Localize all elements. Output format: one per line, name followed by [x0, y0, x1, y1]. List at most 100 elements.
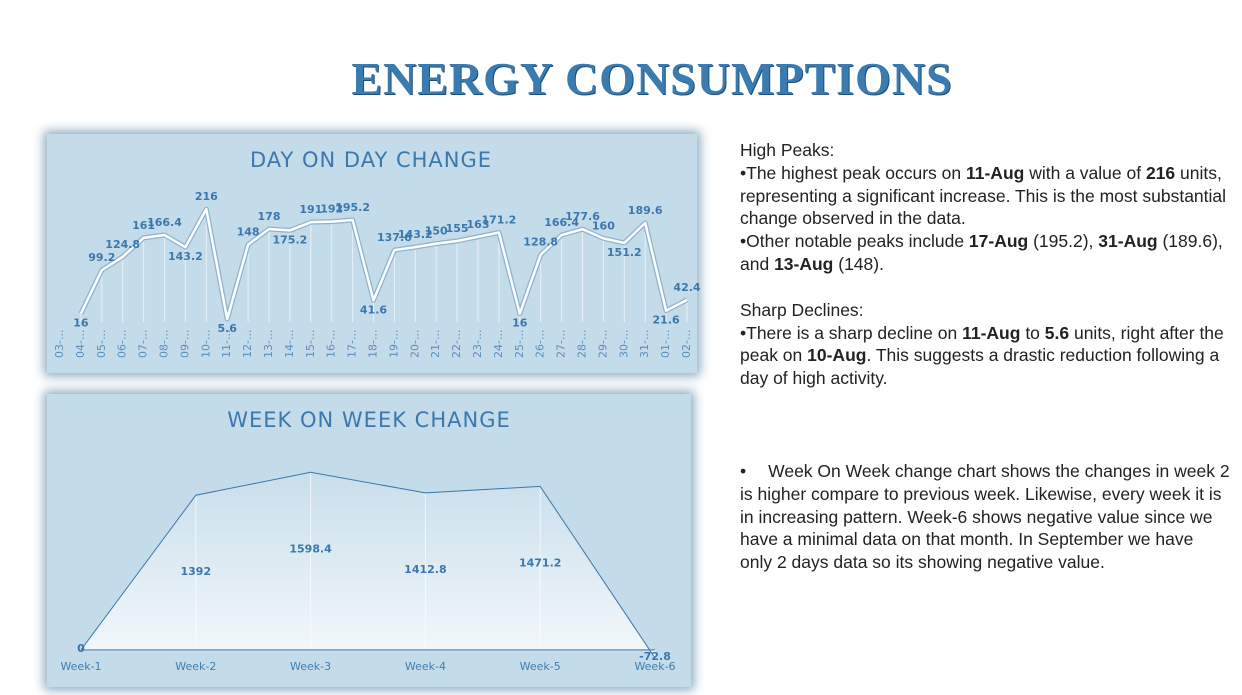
x-tick-label: 14-...	[283, 330, 296, 358]
x-tick-label: 29-...	[596, 330, 609, 358]
data-label: 216	[195, 190, 218, 203]
x-tick-label: 21-...	[429, 330, 442, 358]
data-label: 175.2	[273, 233, 308, 246]
x-tick-label: 24-...	[492, 330, 505, 358]
text-run: units, right after the peak on	[740, 322, 1224, 366]
x-tick-label: 23-...	[471, 330, 484, 358]
x-tick-label: 22-...	[450, 330, 463, 358]
x-tick-label: 10-...	[199, 330, 212, 358]
data-label: 191	[299, 203, 322, 216]
data-label: 143.2	[398, 228, 433, 241]
bullet: •	[740, 460, 747, 481]
text-run: 216	[1145, 162, 1176, 183]
data-label: 189.6	[628, 204, 663, 217]
x-tick-label: Week-6	[634, 660, 675, 673]
x-tick-label: 13-...	[262, 330, 275, 358]
x-tick-label: 05-...	[95, 330, 108, 358]
text-run: . This suggests a drastic reduction foll…	[740, 345, 1220, 389]
x-tick-label: 26-...	[534, 330, 547, 358]
data-label: 1392	[180, 565, 211, 578]
data-label: 177.6	[565, 210, 600, 223]
text-run: (195.2),	[1028, 231, 1099, 252]
text-run: units, representing a significant increa…	[740, 162, 1227, 229]
data-label: 178	[258, 210, 281, 223]
x-tick-label: 09-...	[178, 330, 191, 358]
data-label: 150	[425, 225, 448, 238]
chart-title: DAY ON DAY CHANGE	[250, 148, 492, 172]
x-tick-label: Week-1	[60, 660, 101, 673]
data-label: 166.4	[544, 216, 579, 229]
x-tick-label: 12-...	[241, 330, 254, 358]
data-label: 21.6	[653, 314, 680, 327]
x-tick-label: Week-3	[290, 660, 331, 673]
line	[79, 207, 688, 321]
x-tick-label: 15-...	[304, 330, 317, 358]
data-label: 42.4	[673, 281, 700, 294]
data-label: 99.2	[88, 251, 115, 264]
data-label: 1471.2	[519, 556, 561, 569]
data-label: 161	[132, 219, 155, 232]
x-tick-label: 08-...	[158, 330, 171, 358]
x-tick-label: 19-...	[387, 330, 400, 358]
text-run: with a value of	[1024, 162, 1146, 183]
x-tick-label: 01-...	[659, 330, 672, 358]
text-run: to	[1020, 322, 1045, 343]
x-tick-label: Week-2	[175, 660, 216, 673]
data-label: 192	[320, 203, 343, 216]
data-label: 151.2	[607, 246, 642, 259]
x-tick-label: 06-...	[116, 330, 129, 358]
x-tick-label: 04-...	[74, 330, 87, 358]
section: •There is a sharp decline on 11-Aug to 5…	[740, 322, 1230, 390]
data-label: 16	[73, 317, 89, 330]
x-tick-label: 11-...	[220, 330, 233, 358]
area	[81, 472, 655, 658]
notes: High Peaks: •The highest peak occurs on …	[740, 139, 1230, 574]
text-run: 10-Aug	[807, 345, 867, 366]
text: Week On Week change chart shows the chan…	[740, 460, 1230, 573]
x-tick-label: 25-...	[513, 330, 526, 358]
text-run: 5.6	[1044, 322, 1070, 343]
x-tick-label: 20-...	[408, 330, 421, 358]
spacer	[740, 276, 1230, 299]
x-tick-label: 28-...	[576, 330, 589, 358]
data-label: 155	[446, 222, 469, 235]
paragraph: • Week On Week change chart shows the cha…	[740, 460, 1230, 574]
data-label: 195.2	[335, 201, 370, 214]
text-run: 11-Aug	[965, 162, 1025, 183]
x-tick-label: 03-...	[53, 330, 66, 358]
data-label: 143.2	[168, 250, 203, 263]
heading: Sharp Declines:	[740, 299, 864, 320]
data-label: 137.6	[377, 231, 412, 244]
section: •The highest peak occurs on 11-Aug with …	[740, 162, 1230, 276]
line	[80, 471, 656, 659]
data-label: -72.8	[639, 650, 671, 663]
data-label: 41.6	[360, 303, 387, 316]
x-tick-label: 07-...	[137, 330, 150, 358]
text-run: (189.6), and	[740, 231, 1223, 274]
x-tick-label: 18-...	[367, 330, 380, 358]
data-label: 128.8	[523, 236, 558, 249]
data-label: 166.4	[147, 216, 182, 229]
x-tick-label: Week-4	[405, 660, 446, 673]
text-run: 31-Aug	[1098, 231, 1158, 252]
text-run: 17-Aug	[968, 231, 1029, 252]
data-label: 1598.4	[289, 542, 332, 555]
data-label: 0	[77, 642, 85, 655]
heading: High Peaks:	[740, 140, 835, 160]
chart-title: WEEK ON WEEK CHANGE	[227, 408, 510, 432]
data-label: 1412.8	[404, 563, 446, 576]
x-tick-label: Week-5	[520, 660, 561, 673]
text-run: •There is a sharp decline on	[740, 322, 963, 343]
text-run: (148).	[833, 253, 884, 274]
x-tick-label: 17-...	[346, 330, 359, 358]
data-label: 163	[467, 218, 490, 231]
data-label: 124.8	[105, 238, 140, 251]
page-title: ENERGY CONSUMPTIONS	[351, 53, 953, 104]
data-label: 171.2	[482, 214, 517, 227]
text-run: •The highest peak occurs on	[740, 162, 966, 183]
data-label: 5.6	[217, 322, 237, 335]
x-tick-label: 30-...	[617, 330, 630, 358]
x-tick-label: 02-...	[680, 330, 693, 358]
